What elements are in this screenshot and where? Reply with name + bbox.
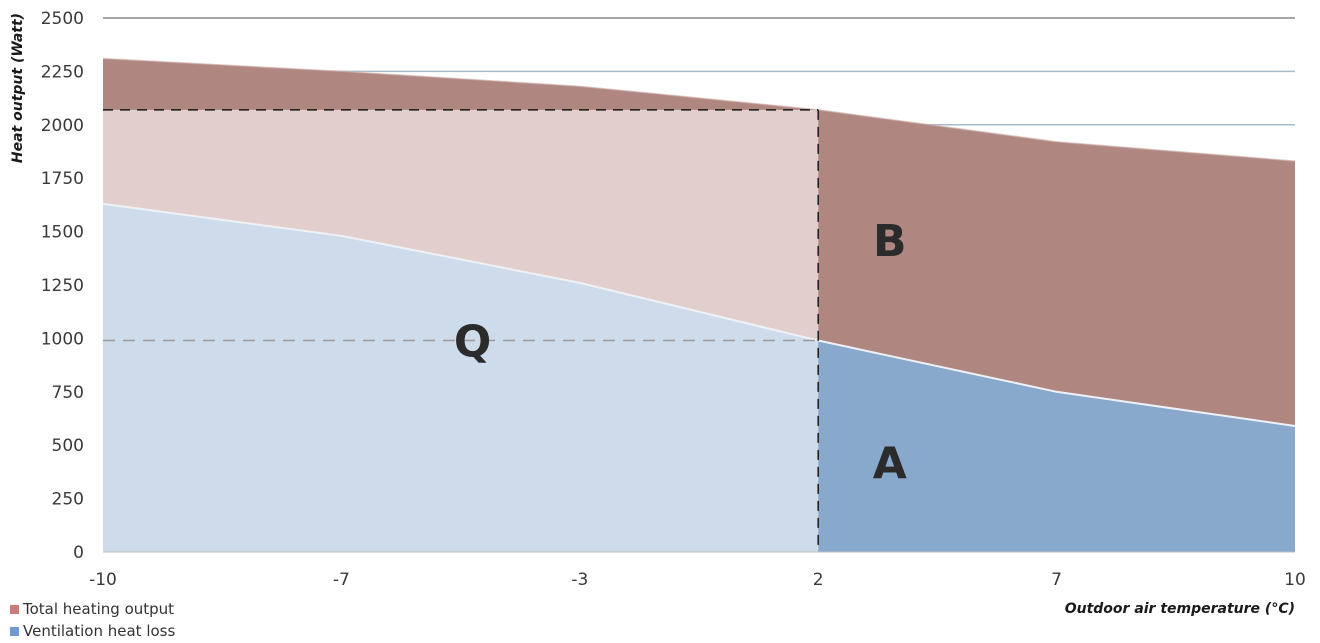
y-axis-ticks: 0 250 500 750 1000 1250 1500 1750 2000 2250 2500: [41, 9, 84, 563]
area-total-left: [103, 58, 819, 341]
x-tick-label: -10: [89, 570, 117, 590]
x-tick-label: 7: [1051, 570, 1062, 590]
x-axis-title: Outdoor air temperature (°C): [1065, 601, 1295, 617]
x-tick-label: 10: [1284, 570, 1306, 590]
area-loss-right: [818, 340, 1295, 552]
reference-lines: [103, 109, 1295, 553]
y-tick-label: 0: [73, 543, 84, 563]
legend-swatch-total: [10, 604, 19, 614]
x-tick-label: 2: [813, 570, 824, 590]
series-line-total: [102, 57, 1296, 162]
annotation-label-a: A: [873, 438, 907, 489]
y-tick-label: 1750: [41, 169, 84, 189]
series-line-loss: [102, 202, 1296, 427]
y-tick-label: 2250: [41, 62, 84, 82]
y-tick-label: 1000: [41, 329, 84, 349]
legend-item-total: Total heating output: [10, 598, 175, 620]
area-loss-left: [103, 203, 819, 552]
x-tick-label: -7: [333, 570, 350, 590]
legend: Total heating output Ventilation heat lo…: [10, 598, 175, 642]
y-tick-label: 1250: [41, 276, 84, 296]
y-tick-label: 2000: [41, 116, 84, 136]
x-tick-label: -3: [571, 570, 588, 590]
annotations: Q B A: [454, 216, 907, 489]
area-layer: [102, 57, 1296, 552]
legend-item-loss: Ventilation heat loss: [10, 620, 175, 642]
legend-label-loss: Ventilation heat loss: [23, 622, 176, 640]
y-axis-title: Heat output (Watt): [10, 13, 26, 163]
area-total-right: [818, 109, 1295, 426]
annotation-label-b: B: [873, 216, 907, 267]
legend-swatch-loss: [10, 626, 19, 636]
y-tick-label: 1500: [41, 223, 84, 243]
y-tick-label: 500: [52, 436, 84, 456]
x-axis-ticks: -10 -7 -3 2 7 10: [89, 570, 1306, 590]
legend-label-total: Total heating output: [23, 600, 175, 618]
annotation-label-q: Q: [454, 317, 491, 368]
y-tick-label: 2500: [41, 9, 84, 29]
y-tick-label: 750: [52, 383, 84, 403]
y-tick-label: 250: [52, 490, 84, 510]
area-total-top-band: [103, 58, 819, 110]
